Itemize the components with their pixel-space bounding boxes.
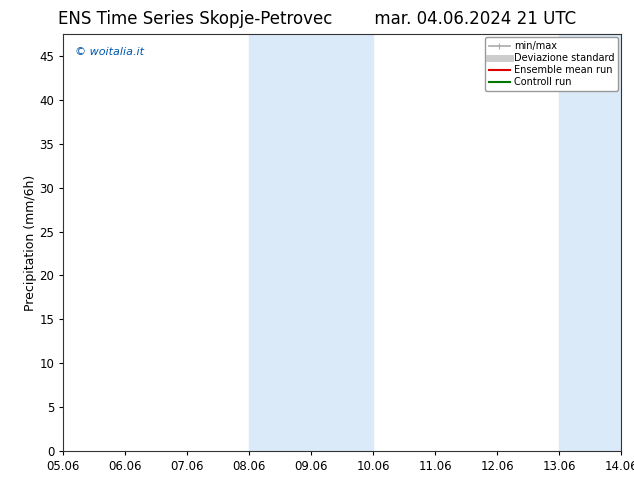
Bar: [311, 34, 373, 451]
Bar: [249, 34, 311, 451]
Legend: min/max, Deviazione standard, Ensemble mean run, Controll run: min/max, Deviazione standard, Ensemble m…: [485, 37, 618, 91]
Text: ENS Time Series Skopje-Petrovec        mar. 04.06.2024 21 UTC: ENS Time Series Skopje-Petrovec mar. 04.…: [58, 10, 576, 28]
Text: © woitalia.it: © woitalia.it: [75, 47, 143, 57]
Bar: [559, 34, 621, 451]
Y-axis label: Precipitation (mm/6h): Precipitation (mm/6h): [23, 174, 37, 311]
